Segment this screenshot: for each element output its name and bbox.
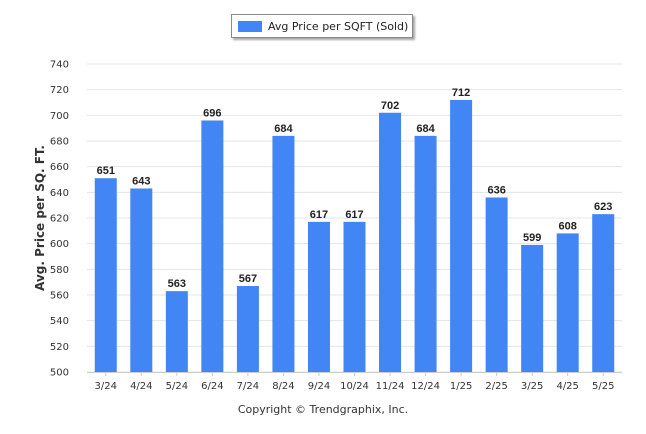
x-tick-label: 5/24	[166, 381, 188, 392]
y-tick-label: 720	[50, 85, 69, 96]
bar-value-label: 651	[97, 165, 115, 177]
y-tick-label: 540	[50, 316, 69, 327]
bar	[414, 135, 437, 372]
bar	[307, 221, 330, 372]
bar-value-label: 563	[168, 278, 186, 290]
bar	[201, 120, 224, 372]
bar	[343, 221, 366, 372]
x-tick-label: 2/25	[485, 381, 507, 392]
legend-label: Avg Price per SQFT (Sold)	[268, 19, 409, 33]
bar	[485, 197, 508, 372]
copyright-text: Copyright © Trendgraphix, Inc.	[237, 403, 409, 416]
x-tick-label: 4/24	[130, 381, 152, 392]
y-axis-label: Avg. Price per SQ. FT.	[33, 145, 47, 291]
bar-value-label: 608	[559, 220, 577, 232]
x-tick-label: 3/25	[521, 381, 543, 392]
x-tick-label: 8/24	[272, 381, 294, 392]
x-tick-label: 5/25	[592, 381, 614, 392]
bar-value-label: 702	[381, 100, 399, 112]
bar	[165, 291, 188, 372]
y-tick-label: 700	[50, 111, 69, 122]
y-tick-label: 680	[50, 137, 69, 148]
x-tick-label: 4/25	[556, 381, 578, 392]
bar-value-label: 684	[416, 123, 435, 135]
legend-swatch	[238, 20, 262, 32]
bar-value-label: 636	[487, 184, 505, 196]
x-tick-label: 1/25	[450, 381, 472, 392]
bar	[521, 244, 544, 372]
x-tick-label: 6/24	[201, 381, 223, 392]
y-tick-label: 500	[50, 368, 69, 379]
y-tick-label: 740	[50, 60, 69, 71]
bar-value-label: 567	[239, 273, 257, 285]
bar-value-label: 712	[452, 87, 470, 99]
x-tick-label: 9/24	[308, 381, 330, 392]
bar	[272, 135, 295, 372]
bar	[592, 214, 615, 372]
x-tick-label: 11/24	[376, 381, 405, 392]
y-tick-label: 580	[50, 265, 69, 276]
bar-value-label: 623	[594, 201, 612, 213]
y-tick-label: 640	[50, 188, 69, 199]
y-tick-label: 560	[50, 291, 69, 302]
y-tick-label: 660	[50, 162, 69, 173]
bar	[236, 286, 259, 372]
x-tick-label: 7/24	[237, 381, 259, 392]
chart-legend: Avg Price per SQFT (Sold)	[231, 14, 413, 38]
bar-value-label: 696	[203, 107, 221, 119]
x-tick-label: 3/24	[95, 381, 117, 392]
bar-value-label: 643	[132, 175, 150, 187]
y-tick-label: 600	[50, 239, 69, 250]
bar-value-label: 617	[345, 209, 363, 221]
bar-value-label: 599	[523, 232, 541, 244]
bar-value-label: 684	[274, 123, 293, 135]
bar	[556, 233, 579, 372]
x-tick-label: 10/24	[340, 381, 369, 392]
bar-value-label: 617	[310, 209, 328, 221]
x-tick-label: 12/24	[411, 381, 440, 392]
y-tick-label: 520	[50, 342, 69, 353]
bar	[130, 188, 153, 372]
bar	[450, 99, 473, 372]
y-tick-label: 620	[50, 214, 69, 225]
bar	[94, 178, 117, 372]
bar	[379, 112, 402, 373]
